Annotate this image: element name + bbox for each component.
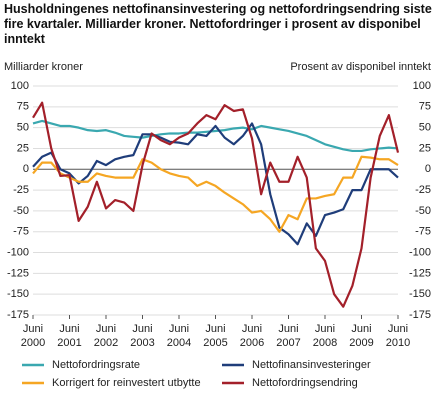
x-tick-label: Juni 2010 [386,323,410,349]
y-tick-label: -150 [7,288,29,300]
y-axis-label: Milliarder kroner [4,61,83,73]
x-tick-label: Juni 2005 [203,323,227,349]
x-tick-label: Juni 2000 [21,323,45,349]
y2-tick-label: 25 [419,142,431,154]
y2-tick-label: 75 [419,101,431,113]
y2-tick-label: 100 [413,80,431,92]
y-tick-label: -175 [7,309,29,321]
x-tick-label-line: 2001 [57,337,81,349]
x-tick-label-line: 2009 [349,337,373,349]
x-tick-label: Juni 2009 [349,323,373,349]
x-tick-label-line: 2008 [313,337,337,349]
y2-tick-label: -125 [409,267,431,279]
legend-label: Nettofordringsendring [252,377,358,389]
y2-tick-label: -100 [409,246,431,258]
x-tick-label-line: Juni [278,323,298,335]
y-tick-label: -125 [7,267,29,279]
x-tick-label-line: Juni [315,323,335,335]
y-tick-label: 75 [17,101,29,113]
chart-title: Husholdningenes nettofinansinvestering o… [4,2,432,46]
y2-tick-label: -150 [409,288,431,300]
x-tick-label-line: Juni [96,323,116,335]
x-tick-label-line: 2002 [94,337,118,349]
series-line [32,101,400,308]
y2-tick-label: -25 [415,184,431,196]
y-tick-label: -25 [13,184,29,196]
x-tick-label-line: 2007 [276,337,300,349]
y2-tick-label: 50 [419,122,431,134]
series-line [32,155,399,233]
y-tick-label: 0 [23,163,29,175]
x-tick-label-line: Juni [23,323,43,335]
series-line [32,122,399,246]
y-tick-label: 100 [11,80,29,92]
y-tick-label: 50 [17,122,29,134]
x-tick-label-line: Juni [242,323,262,335]
y2-tick-label: -50 [415,205,431,217]
x-tick-label: Juni 2001 [57,323,81,349]
x-tick-label-line: 2004 [167,337,191,349]
y-tick-label: -50 [13,205,29,217]
legend-label: Nettofinansinvesteringer [252,359,371,371]
x-tick-label-line: Juni [169,323,189,335]
y-tick-label: -100 [7,246,29,258]
x-tick-label-line: 2006 [240,337,264,349]
x-tick-label: Juni 2003 [130,323,154,349]
legend-label: Nettofordringsrate [52,359,140,371]
x-tick-label: Juni 2007 [276,323,300,349]
y-tick-label: -75 [13,226,29,238]
y2-tick-label: -75 [415,226,431,238]
y-tick-label: 25 [17,142,29,154]
legend-label: Korrigert for reinvestert utbytte [52,377,201,389]
x-tick-label-line: Juni [59,323,79,335]
x-tick-label-line: Juni [205,323,225,335]
series-line [32,119,399,153]
title-box: Husholdningenes nettofinansinvestering o… [4,2,432,46]
x-tick-label: Juni 2002 [94,323,118,349]
x-tick-label-line: 2010 [386,337,410,349]
y2-tick-label: 0 [425,163,431,175]
x-tick-label: Juni 2004 [167,323,191,349]
x-tick-label-line: Juni [351,323,371,335]
x-tick-label-line: 2005 [203,337,227,349]
x-tick-label-line: 2000 [21,337,45,349]
x-tick-label-line: 2003 [130,337,154,349]
x-tick-label-line: Juni [388,323,408,335]
y2-tick-label: -175 [409,309,431,321]
x-tick-label: Juni 2006 [240,323,264,349]
x-tick-label: Juni 2008 [313,323,337,349]
y2-axis-label: Prosent av disponibel inntekt [290,61,431,73]
x-tick-label-line: Juni [132,323,152,335]
